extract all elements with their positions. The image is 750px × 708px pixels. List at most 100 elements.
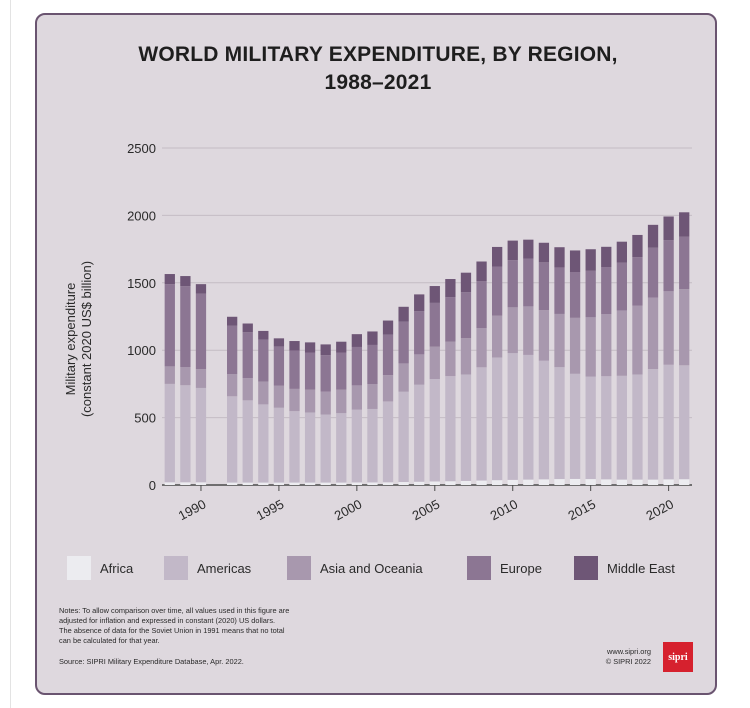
bar-segment-africa-2016 bbox=[601, 479, 612, 485]
bar-segment-africa-2010 bbox=[507, 479, 518, 485]
bar-segment-middle-east-2005 bbox=[429, 286, 440, 303]
bar-segment-europe-2003 bbox=[398, 321, 409, 364]
bar-segment-europe-2007 bbox=[460, 292, 472, 339]
bar-segment-africa-1989 bbox=[180, 482, 191, 485]
bar-segment-asia-and-oceania-2013 bbox=[554, 313, 565, 368]
bar-segment-middle-east-1989 bbox=[180, 276, 191, 287]
x-tick-label: 2020 bbox=[643, 496, 676, 523]
bar-segment-asia-and-oceania-2017 bbox=[616, 310, 627, 376]
source-text: Source: SIPRI Military Expenditure Datab… bbox=[59, 657, 244, 666]
x-tick-label: 1990 bbox=[176, 496, 209, 523]
bar-segment-americas-2012 bbox=[538, 360, 550, 480]
bar-segment-africa-1994 bbox=[258, 482, 269, 485]
bar-segment-europe-2017 bbox=[616, 262, 627, 311]
bar-segment-asia-and-oceania-1988 bbox=[164, 366, 175, 384]
notes-line: The absence of data for the Soviet Union… bbox=[59, 626, 285, 635]
bar-segment-asia-and-oceania-2002 bbox=[382, 375, 394, 402]
bar-segment-africa-2007 bbox=[460, 480, 472, 485]
bar-segment-asia-and-oceania-2021 bbox=[679, 289, 690, 366]
bar-segment-americas-2007 bbox=[460, 374, 472, 481]
bar-segment-europe-2001 bbox=[367, 344, 378, 385]
bar-segment-europe-2002 bbox=[382, 334, 394, 376]
bar-segment-africa-2002 bbox=[382, 482, 394, 485]
bar-segment-europe-2008 bbox=[476, 281, 487, 329]
bar-segment-americas-1994 bbox=[258, 404, 269, 483]
legend-label-asia-oceania: Asia and Oceania bbox=[320, 560, 423, 576]
legend-item-middle-east: Middle East bbox=[574, 555, 675, 581]
bar-segment-americas-2008 bbox=[476, 367, 487, 481]
bar-segment-africa-1998 bbox=[320, 482, 331, 485]
bar-segment-europe-1988 bbox=[164, 284, 175, 367]
bar-segment-africa-2015 bbox=[585, 479, 596, 485]
notes: Notes: To allow comparison over time, al… bbox=[59, 606, 379, 646]
bar-segment-middle-east-1994 bbox=[258, 330, 269, 340]
bar-segment-asia-and-oceania-1997 bbox=[304, 389, 316, 413]
bar-segment-asia-and-oceania-1995 bbox=[273, 385, 285, 408]
bar-segment-africa-1995 bbox=[273, 482, 285, 485]
figure-card: WORLD MILITARY EXPENDITURE, BY REGION, 1… bbox=[35, 13, 717, 695]
bar-segment-americas-1995 bbox=[273, 407, 285, 483]
bar-segment-asia-and-oceania-1992 bbox=[227, 374, 238, 397]
bar-segment-asia-and-oceania-2001 bbox=[367, 384, 378, 409]
bar-segment-asia-and-oceania-1990 bbox=[195, 369, 207, 388]
bar-segment-africa-1999 bbox=[336, 482, 347, 485]
notes-line: Notes: To allow comparison over time, al… bbox=[59, 606, 290, 615]
bar-segment-americas-2017 bbox=[616, 375, 627, 480]
bars bbox=[164, 212, 690, 485]
bar-segment-middle-east-2003 bbox=[398, 306, 409, 322]
bar-segment-africa-2001 bbox=[367, 482, 378, 485]
bar-segment-europe-1995 bbox=[273, 346, 285, 386]
bar-segment-asia-and-oceania-2015 bbox=[585, 317, 596, 377]
bar-segment-middle-east-1996 bbox=[289, 341, 300, 351]
bar-segment-europe-2021 bbox=[679, 236, 690, 290]
legend-swatch-europe bbox=[467, 556, 491, 580]
bar-segment-asia-and-oceania-2014 bbox=[569, 317, 581, 374]
bar-segment-americas-2018 bbox=[632, 374, 643, 480]
bar-segment-europe-1989 bbox=[180, 286, 191, 368]
bar-segment-middle-east-2002 bbox=[382, 320, 394, 335]
bar-segment-europe-1993 bbox=[242, 332, 253, 379]
bar-segment-africa-2005 bbox=[429, 481, 440, 485]
y-tick-label: 2500 bbox=[127, 141, 156, 156]
bar-segment-asia-and-oceania-2019 bbox=[647, 297, 659, 370]
bar-segment-africa-2009 bbox=[492, 480, 503, 485]
bar-segment-americas-1993 bbox=[242, 400, 253, 483]
bar-segment-africa-1997 bbox=[304, 482, 316, 485]
bar-segment-asia-and-oceania-2011 bbox=[523, 306, 534, 355]
bar-segment-asia-and-oceania-1998 bbox=[320, 391, 331, 415]
bar-segment-middle-east-2016 bbox=[601, 246, 612, 268]
bar-segment-asia-and-oceania-1996 bbox=[289, 388, 300, 412]
bar-segment-middle-east-2015 bbox=[585, 249, 596, 271]
bar-segment-europe-1994 bbox=[258, 339, 269, 382]
bar-segment-americas-2009 bbox=[492, 357, 503, 481]
bar-segment-asia-and-oceania-1993 bbox=[242, 378, 253, 401]
bar-segment-americas-2021 bbox=[679, 365, 690, 480]
legend-item-americas: Americas bbox=[164, 555, 251, 581]
bar-segment-americas-2006 bbox=[445, 376, 456, 482]
bar-segment-europe-1990 bbox=[195, 293, 207, 370]
legend-swatch-middle-east bbox=[574, 556, 598, 580]
legend-swatch-asia-oceania bbox=[287, 556, 311, 580]
bar-segment-africa-2021 bbox=[679, 479, 690, 485]
bar-segment-americas-1992 bbox=[227, 396, 238, 483]
bar-segment-africa-1990 bbox=[195, 482, 207, 485]
legend-label-africa: Africa bbox=[100, 560, 134, 576]
x-tick-label: 2005 bbox=[410, 496, 443, 523]
bar-segment-africa-2014 bbox=[569, 478, 581, 485]
bar-segment-americas-2020 bbox=[663, 364, 674, 480]
bar-segment-asia-and-oceania-2005 bbox=[429, 346, 440, 380]
frame-edge bbox=[10, 0, 11, 708]
bar-segment-asia-and-oceania-2010 bbox=[507, 307, 518, 354]
bar-segment-middle-east-2019 bbox=[647, 224, 659, 248]
bar-segment-africa-2012 bbox=[538, 479, 550, 485]
bar-segment-americas-2005 bbox=[429, 379, 440, 482]
bar-segment-americas-2019 bbox=[647, 369, 659, 480]
bar-segment-europe-2012 bbox=[538, 262, 550, 311]
bar-segment-americas-2010 bbox=[507, 353, 518, 480]
bar-segment-africa-2011 bbox=[523, 479, 534, 485]
bar-segment-asia-and-oceania-2016 bbox=[601, 314, 612, 377]
bar-segment-americas-1989 bbox=[180, 385, 191, 483]
notes-line: adjusted for inflation and expressed in … bbox=[59, 616, 276, 625]
bar-segment-americas-2004 bbox=[414, 384, 425, 482]
bar-segment-middle-east-1998 bbox=[320, 344, 331, 356]
